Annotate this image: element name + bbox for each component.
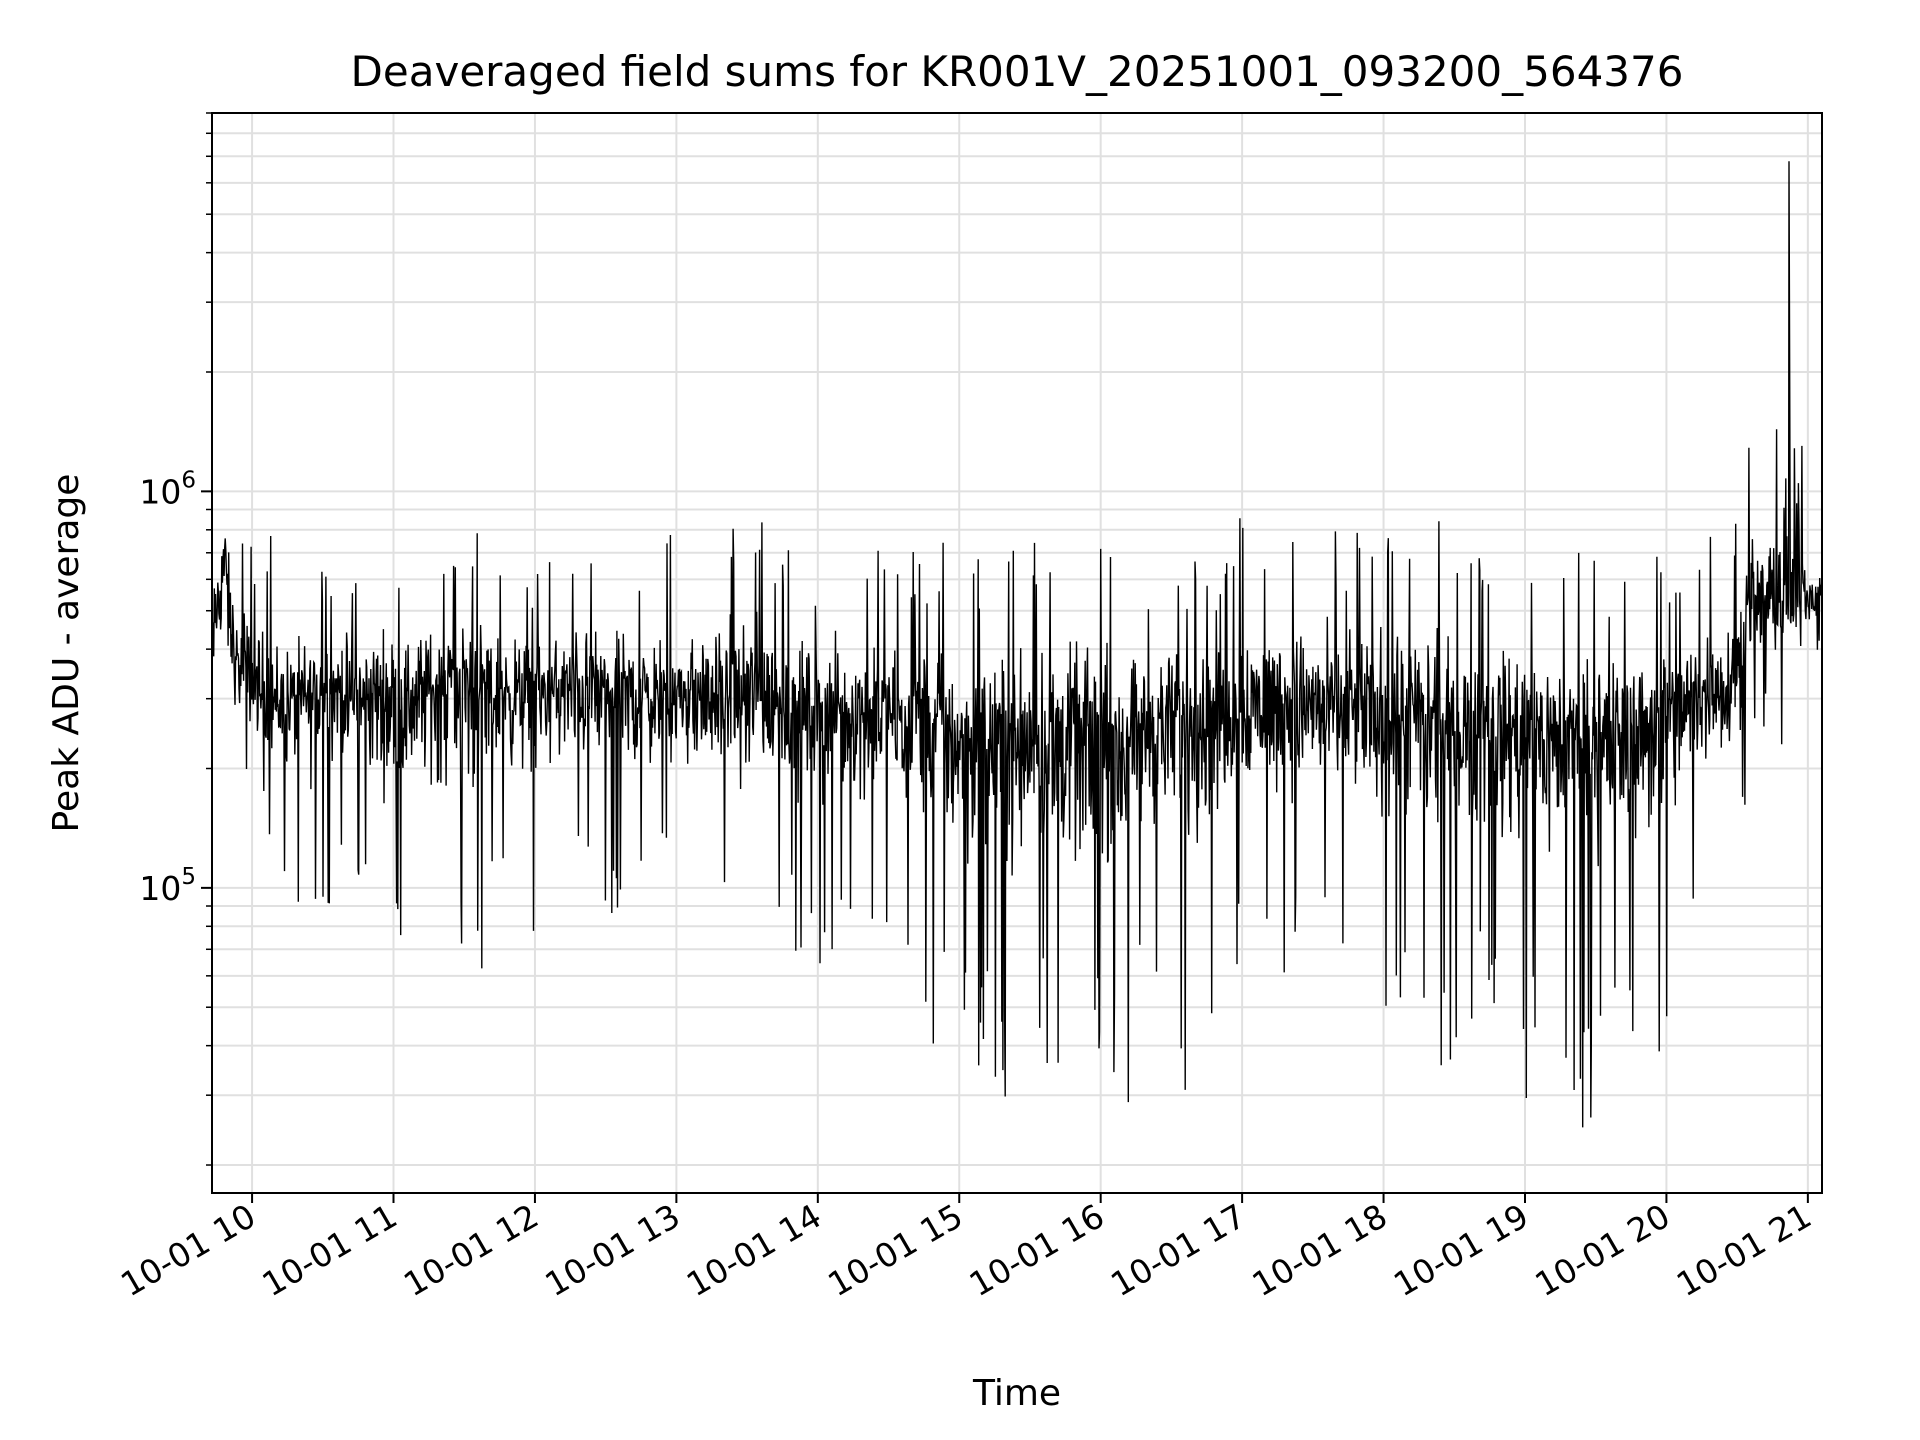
- x-tick-label: 10-01 18: [1246, 1196, 1394, 1304]
- x-tick-label: 10-01 15: [821, 1196, 969, 1304]
- x-tick-label: 10-01 13: [538, 1196, 686, 1304]
- x-tick-label: 10-01 16: [963, 1196, 1111, 1304]
- x-tick-label: 10-01 20: [1528, 1196, 1676, 1304]
- x-tick-label: 10-01 11: [256, 1196, 404, 1304]
- x-tick-label: 10-01 10: [114, 1196, 262, 1304]
- x-tick-label: 10-01 12: [397, 1196, 545, 1304]
- series-line: [211, 161, 1823, 1128]
- plot-frame: [211, 112, 1823, 1194]
- x-tick-label: 10-01 14: [680, 1196, 828, 1304]
- x-tick-label: 10-01 17: [1104, 1196, 1252, 1304]
- x-tick-label: 10-01 19: [1387, 1196, 1535, 1304]
- y-tick-label: 105: [139, 864, 196, 908]
- x-tick-label: 10-01 21: [1670, 1196, 1818, 1304]
- y-axis: 105 106: [139, 112, 212, 1166]
- y-axis-label: Peak ADU - average: [46, 474, 87, 833]
- y-tick-label: 106: [139, 467, 196, 511]
- series-path: [211, 161, 1823, 1128]
- chart-title: Deaveraged field sums for KR001V_2025100…: [351, 47, 1684, 96]
- x-axis-label: Time: [972, 1373, 1061, 1414]
